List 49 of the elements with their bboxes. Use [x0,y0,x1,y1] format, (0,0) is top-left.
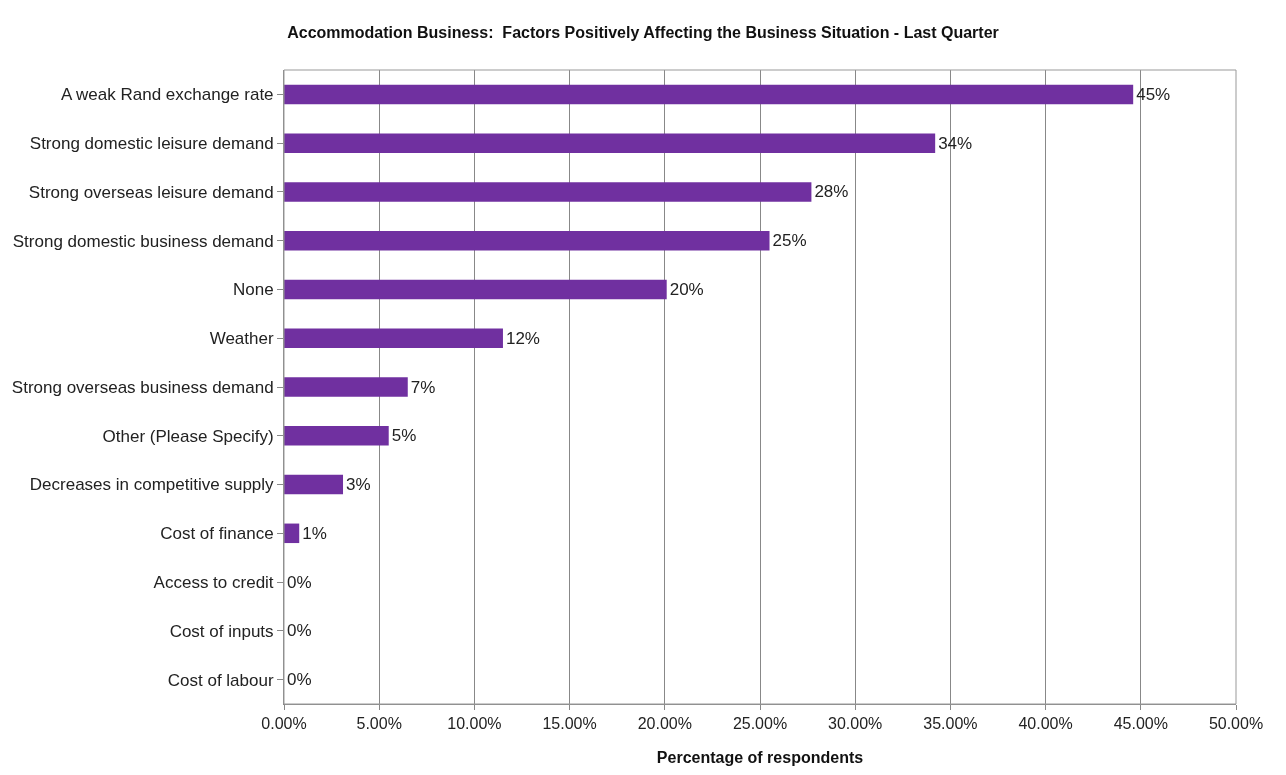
data-label: 3% [346,475,371,495]
x-tick-label: 0.00% [261,715,307,733]
bar [284,328,503,348]
data-label: 45% [1136,84,1171,104]
data-label: 0% [287,670,312,690]
data-label: 20% [669,279,704,299]
data-label: 34% [938,133,973,153]
data-label: 12% [505,328,540,348]
y-tick-label: Cost of inputs [169,621,274,641]
y-tick-label: A weak Rand exchange rate [60,85,274,105]
bar [284,426,389,446]
bar [284,182,812,202]
data-label: 25% [772,231,807,251]
x-tick-label: 10.00% [447,715,502,733]
y-tick-label: Access to credit [153,573,274,593]
data-label: 0% [287,621,312,641]
x-tick-label: 35.00% [923,715,978,733]
bar [284,377,408,397]
y-tick-label: Strong overseas leisure demand [28,182,274,202]
data-label: 7% [410,377,436,397]
y-tick-label: Decreases in competitive supply [29,475,275,495]
x-tick-label: 40.00% [1018,715,1073,733]
bar [284,523,300,544]
data-label: 1% [302,523,327,543]
y-tick-label: Cost of finance [160,524,274,544]
y-tick-label: Strong overseas business demand [11,377,274,397]
bar [284,474,344,495]
x-tick-label: 50.00% [1208,715,1264,733]
bar [284,230,770,251]
data-label: 0% [287,572,312,592]
data-label: 28% [814,182,849,202]
x-tick-label: 15.00% [542,715,597,733]
x-tick-label: 30.00% [828,715,883,733]
x-axis-title: Percentage of respondents [656,748,864,766]
y-tick-label: Weather [209,329,274,349]
y-tick-label: Strong domestic business demand [12,231,274,251]
bar [284,84,1134,105]
y-tick-label: Cost of labour [167,670,274,690]
y-tick-label: None [232,280,274,300]
bar [284,133,936,153]
y-tick-label: Strong domestic leisure demand [29,134,274,154]
x-tick-label: 20.00% [637,715,692,733]
chart-title: Accommodation Business: Factors Positively Affecting the Business Situation - Last Quarter [287,24,999,42]
bar [284,279,667,300]
x-tick-label: 45.00% [1113,715,1168,733]
y-tick-label: Other (Please Specify) [102,426,274,446]
data-label: 5% [391,426,417,446]
x-tick-label: 5.00% [356,715,402,733]
x-tick-label: 25.00% [732,715,788,733]
